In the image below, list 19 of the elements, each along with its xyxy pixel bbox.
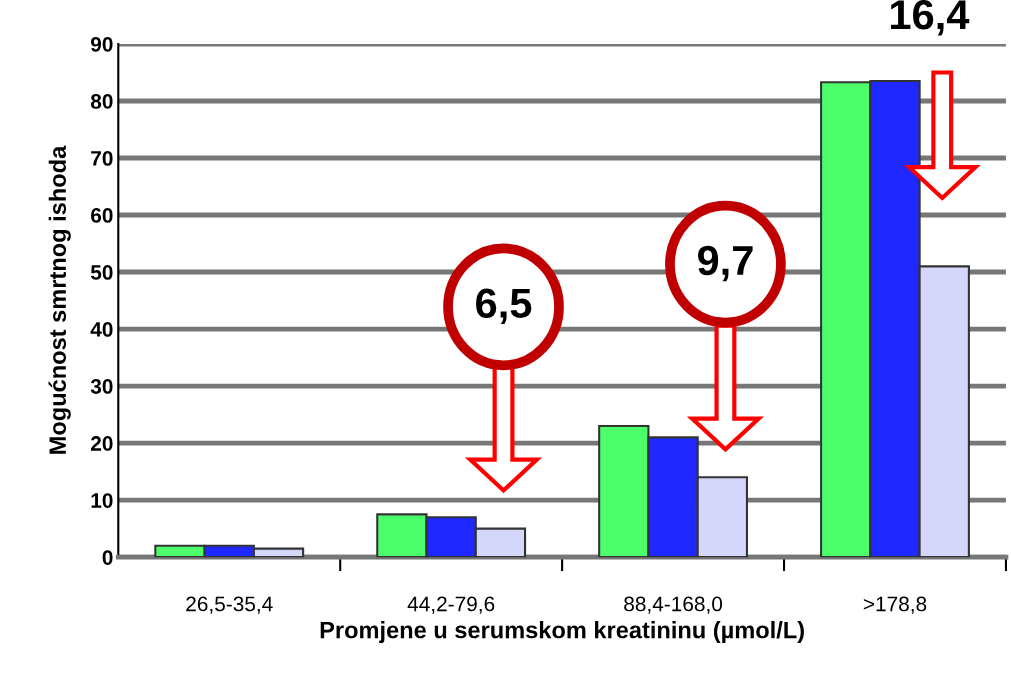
x-tick-label: 26,5-35,4	[186, 596, 273, 614]
y-tick-label: 70	[91, 151, 113, 166]
y-tick-label: 90	[90, 36, 113, 52]
x-tick-label: 88,4-168,0	[624, 596, 723, 614]
y-tick-label: 50	[90, 265, 113, 280]
y-tick-label: 80	[90, 93, 113, 109]
x-tick-label: 44,2-79,6	[407, 596, 495, 614]
y-tick-label: 10	[91, 493, 113, 508]
y-tick-label: 30	[90, 379, 113, 394]
text: 16,4	[891, 0, 970, 36]
y-tick-label: 0	[102, 550, 113, 565]
y-tick-label: 40	[90, 322, 113, 337]
x-tick-label: >178,8	[863, 596, 927, 614]
x-axis-title: Promjene u serumskom kreatininu (µmol/L)	[320, 621, 804, 644]
y-tick-label: 20	[90, 436, 113, 451]
y-axis-title: Mogućnost smrtnog ishoda	[48, 145, 71, 454]
y-tick-label: 60	[91, 208, 113, 223]
annotation: 9,7	[697, 245, 753, 282]
annotation: 6,5	[476, 288, 532, 325]
